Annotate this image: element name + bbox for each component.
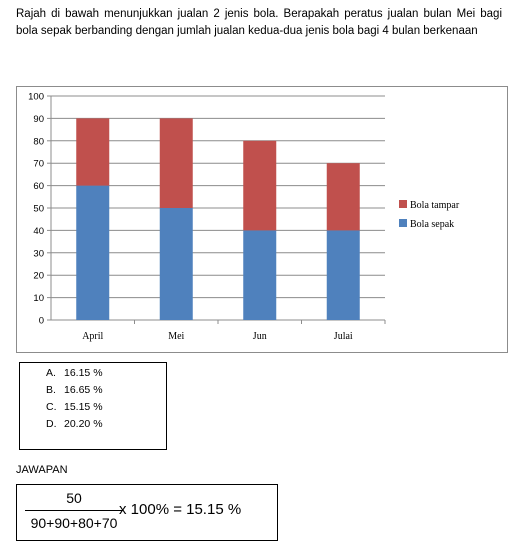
answer-options-box: A. 16.15 % B. 16.65 % C. 15.15 % D. 20.20 % <box>19 362 167 450</box>
bar-segment <box>326 163 360 231</box>
fraction-denominator: 90+90+80+70 <box>30 515 118 531</box>
y-tick-label: 90 <box>33 114 44 125</box>
option-d[interactable]: D. 20.20 % <box>46 418 103 430</box>
option-text: 16.15 % <box>64 367 103 379</box>
x-tick-label: Mei <box>168 331 184 342</box>
answer-box: 50 90+90+80+70 x 100% = 15.15 % <box>16 484 278 541</box>
y-tick-label: 30 <box>33 248 44 259</box>
bar-segment <box>159 118 193 208</box>
bar-segment <box>326 230 360 320</box>
legend-label: Bola tampar <box>410 200 460 211</box>
option-b[interactable]: B. 16.65 % <box>46 384 103 396</box>
option-c[interactable]: C. 15.15 % <box>46 401 103 413</box>
fraction-bar <box>25 510 123 511</box>
y-tick-label: 0 <box>39 316 44 327</box>
option-key: C. <box>46 401 57 413</box>
legend-label: Bola sepak <box>410 219 454 230</box>
option-key: A. <box>46 367 56 379</box>
y-tick-label: 80 <box>33 136 44 147</box>
answer-result: x 100% = 15.15 % <box>119 501 242 518</box>
option-key: B. <box>46 384 56 396</box>
x-tick-label: Jun <box>253 331 267 342</box>
bar-segment <box>243 140 277 231</box>
legend-swatch <box>399 219 407 227</box>
option-text: 20.20 % <box>64 418 103 430</box>
fraction: 50 90+90+80+70 <box>25 489 123 532</box>
legend-swatch <box>399 200 407 208</box>
fraction-numerator: 50 <box>66 490 82 506</box>
y-tick-label: 10 <box>33 293 44 304</box>
chart-svg: 0 10 20 30 40 50 60 70 80 90 100 April Mei Jun Julai Bo… <box>28 92 460 343</box>
y-tick-label: 40 <box>33 226 44 237</box>
y-tick-label: 70 <box>33 159 44 170</box>
option-text: 16.65 % <box>64 384 103 396</box>
option-text: 15.15 % <box>64 401 103 413</box>
option-a[interactable]: A. 16.15 % <box>46 367 103 379</box>
stacked-bar-chart: 0 10 20 30 40 50 60 70 80 90 100 April Mei Jun Julai Bo… <box>16 86 508 353</box>
bar-segment <box>159 208 193 320</box>
option-key: D. <box>46 418 57 430</box>
y-tick-label: 50 <box>33 204 44 215</box>
y-tick-label: 20 <box>33 271 44 282</box>
question-text: Rajah di bawah menunjukkan jualan 2 jeni… <box>16 8 502 37</box>
bar-segment <box>76 185 110 320</box>
answer-label: JAWAPAN <box>16 464 68 476</box>
x-tick-label: April <box>82 331 103 342</box>
y-tick-label: 60 <box>33 181 44 192</box>
bar-segment <box>76 118 110 186</box>
y-tick-label: 100 <box>28 92 44 103</box>
bar-segment <box>243 230 277 320</box>
x-tick-label: Julai <box>334 331 353 342</box>
